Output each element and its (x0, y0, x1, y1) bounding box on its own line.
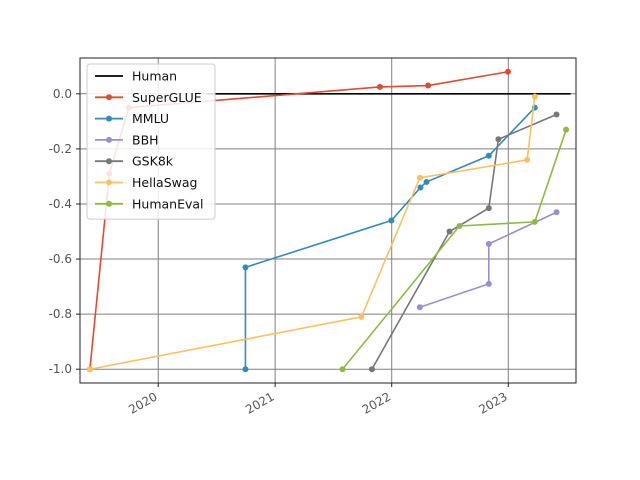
data-point-bbh (485, 280, 492, 287)
y-tick-label: 0.0 (53, 87, 72, 101)
data-point-mmlu (423, 178, 430, 185)
legend-entry-hellaswag: HellaSwag (95, 175, 197, 190)
legend-marker (106, 200, 112, 207)
data-point-superglue (425, 82, 432, 89)
data-point-gsk8k (553, 111, 560, 118)
legend-label: HumanEval (132, 196, 204, 211)
legend-marker (106, 136, 112, 143)
legend: Human SuperGLUE MMLU BBH GSK8k HellaSwag Human… (86, 63, 216, 220)
data-point-humaneval (339, 366, 346, 373)
legend-marker (106, 179, 112, 186)
legend-box (86, 63, 216, 220)
legend-entry-gsk8k: GSK8k (95, 154, 174, 169)
legend-entry-bbh: BBH (95, 132, 159, 147)
series-hellaswag (86, 93, 538, 373)
series-gsk8k (368, 111, 560, 373)
data-point-bbh (416, 304, 423, 311)
data-point-mmlu (242, 264, 249, 271)
series-line-humaneval (341, 129, 567, 370)
data-point-mmlu (388, 217, 395, 224)
data-point-gsk8k (495, 136, 502, 143)
legend-label: Human (132, 69, 177, 84)
legend-entry-superglue: SuperGLUE (95, 90, 202, 105)
data-point-hellaswag (358, 313, 365, 320)
data-point-humaneval (563, 126, 570, 133)
data-point-superglue (376, 83, 383, 90)
legend-marker (106, 115, 112, 122)
y-tick-label: -1.0 (49, 362, 72, 376)
data-point-humaneval (456, 223, 463, 230)
data-point-hellaswag (531, 93, 538, 100)
data-point-gsk8k (368, 366, 375, 373)
y-tick-label: -0.6 (49, 252, 72, 266)
legend-marker (106, 94, 112, 101)
series-humaneval (339, 126, 570, 373)
legend-label: SuperGLUE (132, 90, 202, 105)
data-point-humaneval (531, 218, 538, 225)
plot-frame (79, 57, 577, 384)
legend-entry-human: Human (95, 69, 177, 84)
legend-marker (106, 158, 112, 165)
y-tick-label: -0.4 (49, 197, 72, 211)
data-point-hellaswag (86, 366, 93, 373)
y-tick-label: -0.8 (49, 307, 72, 321)
data-point-superglue (504, 68, 511, 75)
data-point-bbh (553, 209, 560, 216)
legend-label: HellaSwag (132, 175, 197, 190)
legend-entry-mmlu: MMLU (95, 111, 169, 126)
data-point-bbh (485, 240, 492, 247)
series-line-bbh (419, 211, 557, 309)
legend-entry-humaneval: HumanEval (95, 196, 204, 211)
data-point-gsk8k (446, 228, 453, 235)
data-point-hellaswag (524, 156, 531, 163)
data-point-gsk8k (485, 205, 492, 212)
legend-label: MMLU (132, 111, 169, 126)
y-tick-label: -0.2 (49, 142, 72, 156)
data-point-mmlu (485, 152, 492, 159)
legend-label: BBH (132, 132, 159, 147)
series-bbh (416, 209, 560, 311)
data-point-hellaswag (416, 174, 423, 181)
data-point-mmlu (417, 184, 424, 191)
legend-label: GSK8k (132, 154, 174, 169)
data-point-mmlu (242, 366, 249, 373)
series-mmlu (242, 104, 538, 373)
series-layer (86, 68, 571, 373)
